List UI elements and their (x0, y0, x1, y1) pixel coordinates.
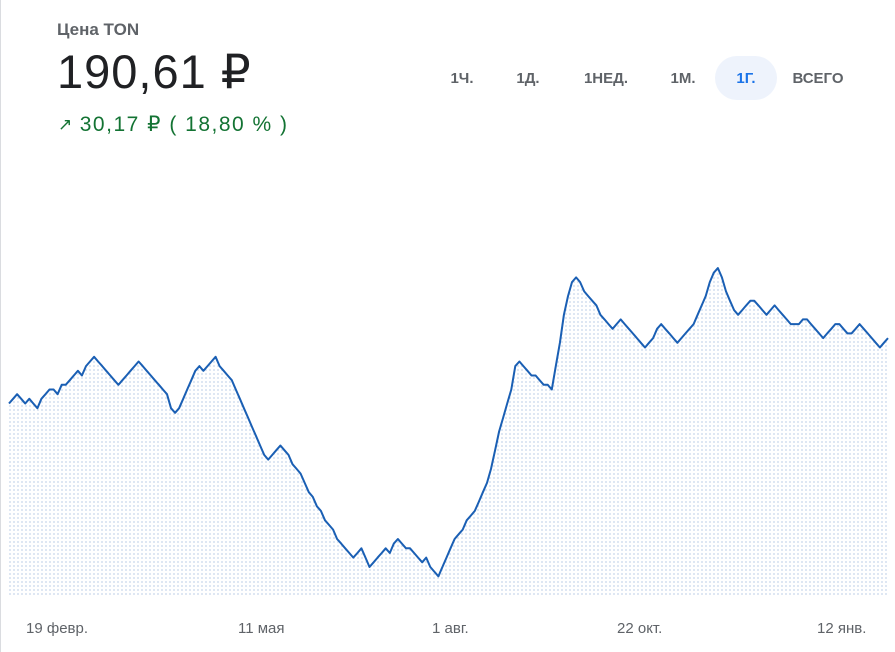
trend-up-arrow-icon: ↗ (58, 114, 74, 134)
x-tick-label: 1 авг. (432, 620, 469, 637)
range-1w-button[interactable]: 1НЕД. (583, 69, 629, 87)
price-change-value: 30,17 ₽ ( 18,80 % ) (79, 113, 289, 136)
page-title: Цена TON (57, 20, 140, 39)
x-tick-label: 11 мая (238, 620, 285, 637)
range-1h-button[interactable]: 1Ч. (450, 69, 474, 87)
x-tick-label: 19 февр. (26, 620, 89, 637)
x-tick-label: 22 окт. (617, 620, 663, 637)
range-1d-button[interactable]: 1Д. (516, 69, 540, 87)
range-1y-button[interactable]: 1Г. (715, 56, 777, 100)
range-1m-button[interactable]: 1М. (670, 69, 696, 87)
time-range-selector: 1Ч. 1Д. 1НЕД. 1М. 1Г. ВСЕГО (429, 56, 859, 100)
price-line-chart[interactable] (0, 160, 895, 600)
price-series-line (8, 267, 889, 578)
left-divider (0, 0, 1, 652)
current-price: 190,61 ₽ (57, 45, 252, 98)
range-all-button[interactable]: ВСЕГО (792, 69, 844, 87)
price-change: ↗ 30,17 ₽ ( 18,80 % ) (58, 112, 289, 137)
x-tick-label: 12 янв. (817, 620, 867, 637)
price-area-fill (9, 268, 888, 595)
